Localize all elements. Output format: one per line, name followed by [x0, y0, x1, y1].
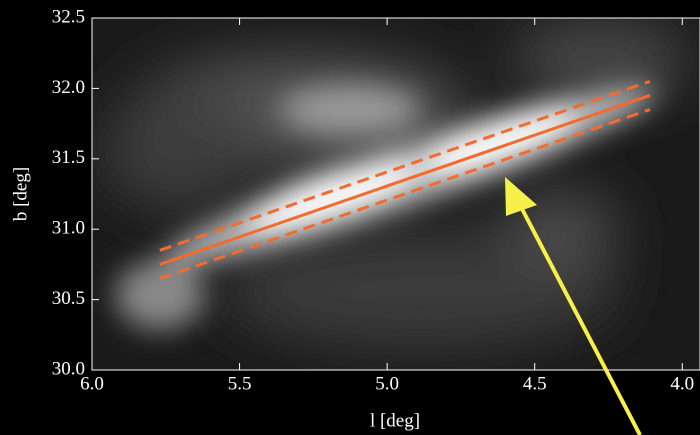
- y-tick-label: 31.5: [52, 147, 85, 168]
- y-tick-label: 30.5: [52, 288, 85, 309]
- x-tick-label: 4.0: [670, 373, 694, 394]
- x-tick-label: 5.0: [375, 373, 399, 394]
- page: l [deg] b [deg] 6.05.55.04.54.030.030.53…: [0, 0, 700, 435]
- y-tick-label: 32.5: [52, 6, 85, 27]
- y-tick-label: 32.0: [52, 77, 85, 98]
- chart: l [deg] b [deg] 6.05.55.04.54.030.030.53…: [0, 0, 700, 435]
- x-tick-label: 5.5: [228, 373, 252, 394]
- heatmap: [92, 18, 700, 370]
- y-tick-label: 30.0: [52, 358, 85, 379]
- y-axis-label: b [deg]: [10, 167, 31, 221]
- y-tick-label: 31.0: [52, 218, 85, 239]
- x-tick-label: 4.5: [523, 373, 547, 394]
- x-axis-label: l [deg]: [370, 410, 420, 431]
